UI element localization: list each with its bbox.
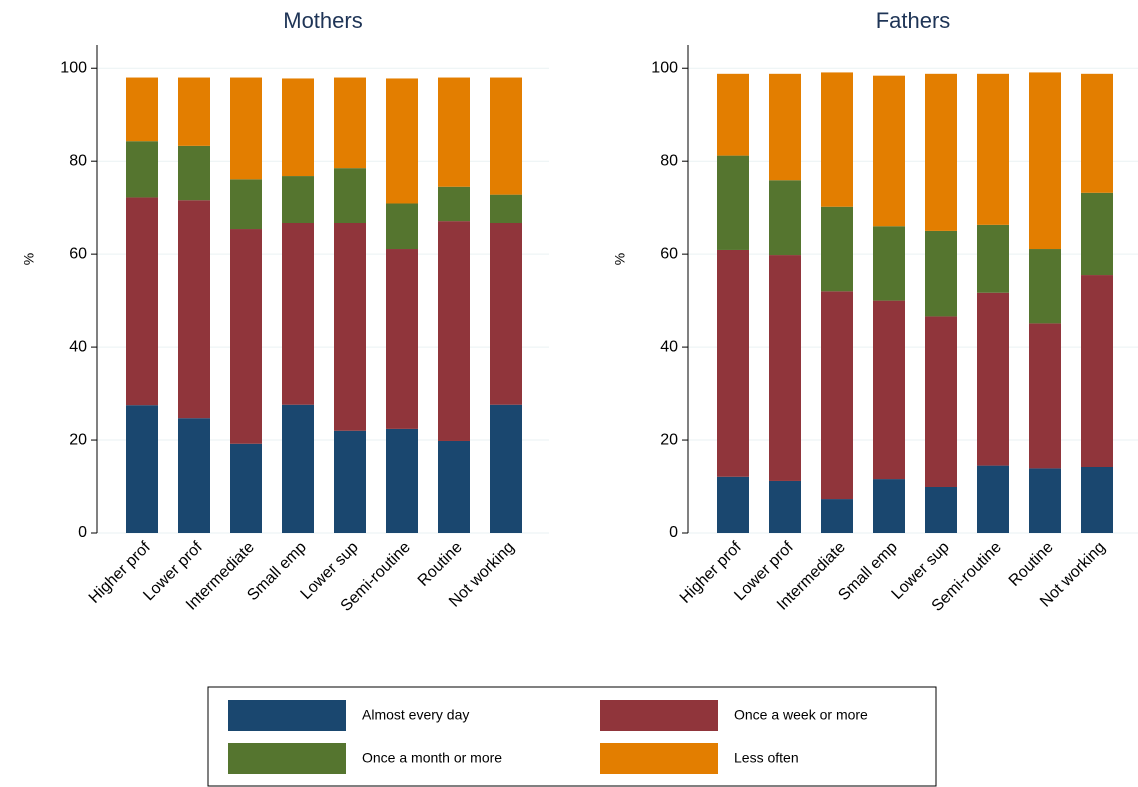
bar-segment	[230, 443, 262, 533]
x-tick-label: Routine	[415, 539, 466, 590]
legend-label: Almost every day	[362, 707, 469, 723]
bar-segment	[282, 78, 314, 177]
bar-segment	[282, 176, 314, 224]
bar-segment	[717, 73, 749, 156]
bar-segment	[178, 145, 210, 201]
bar-segment	[821, 499, 853, 533]
bar-segment	[438, 221, 470, 441]
bar-segment	[1081, 467, 1113, 533]
y-tick-label: 20	[660, 431, 678, 448]
y-tick-label: 60	[660, 245, 678, 262]
bar-segment	[438, 440, 470, 533]
bar-segment	[925, 316, 957, 487]
bar-segment	[1029, 323, 1061, 469]
bar-segment	[126, 77, 158, 142]
bar-segment	[873, 75, 905, 227]
bar-segment	[334, 168, 366, 224]
bar-segment	[386, 428, 418, 533]
y-tick-label: 80	[69, 152, 87, 169]
bar-segment	[282, 223, 314, 405]
bar-segment	[717, 249, 749, 477]
bar-segment	[386, 78, 418, 204]
bar-segment	[230, 77, 262, 180]
bar-segment	[977, 465, 1009, 533]
x-tick-label: Routine	[1006, 539, 1057, 590]
y-axis-label: %	[612, 253, 628, 265]
bar-segment	[1081, 275, 1113, 468]
bar-segment	[126, 405, 158, 533]
bar-segment	[769, 73, 801, 181]
y-tick-label: 100	[60, 59, 87, 76]
y-tick-label: 80	[660, 152, 678, 169]
legend-label: Less often	[734, 750, 799, 766]
legend-swatch	[600, 700, 718, 731]
y-tick-label: 100	[651, 59, 678, 76]
bar-segment	[334, 77, 366, 169]
bar-segment	[230, 229, 262, 444]
bar-segment	[977, 73, 1009, 225]
bar-segment	[925, 73, 957, 231]
bar-segment	[438, 77, 470, 187]
bar-segment	[977, 292, 1009, 466]
bar-segment	[1029, 468, 1061, 533]
bar-segment	[821, 72, 853, 207]
y-tick-label: 60	[69, 245, 87, 262]
bar-segment	[925, 230, 957, 317]
y-tick-label: 40	[69, 338, 87, 355]
bar-segment	[821, 206, 853, 292]
bar-segment	[821, 291, 853, 500]
legend-swatch	[228, 743, 346, 774]
bar-segment	[178, 418, 210, 533]
y-axis-label: %	[21, 253, 37, 265]
bar-segment	[1081, 192, 1113, 276]
bar-segment	[769, 180, 801, 256]
bar-segment	[717, 476, 749, 533]
bar-segment	[873, 300, 905, 480]
y-tick-label: 0	[669, 524, 678, 541]
bar-segment	[769, 255, 801, 481]
bar-segment	[438, 186, 470, 222]
bar-segment	[873, 479, 905, 533]
bar-segment	[769, 480, 801, 533]
chart-title: Mothers	[283, 8, 362, 33]
bar-segment	[334, 223, 366, 431]
y-tick-label: 40	[660, 338, 678, 355]
bar-segment	[490, 223, 522, 405]
legend-swatch	[600, 743, 718, 774]
bar-segment	[386, 203, 418, 250]
bar-segment	[1029, 249, 1061, 324]
bar-segment	[178, 77, 210, 146]
legend-label: Once a month or more	[362, 750, 502, 766]
bar-segment	[230, 179, 262, 230]
bar-segment	[178, 200, 210, 419]
bar-segment	[925, 486, 957, 533]
bar-segment	[282, 404, 314, 533]
y-tick-label: 20	[69, 431, 87, 448]
bar-segment	[977, 224, 1009, 293]
bar-segment	[1081, 73, 1113, 193]
bar-segment	[386, 249, 418, 429]
bar-segment	[717, 155, 749, 250]
chart-title: Fathers	[876, 8, 951, 33]
legend-swatch	[228, 700, 346, 731]
legend-label: Once a week or more	[734, 707, 868, 723]
bar-segment	[334, 430, 366, 533]
bar-segment	[873, 226, 905, 301]
bar-segment	[490, 194, 522, 224]
bar-segment	[490, 77, 522, 195]
bar-segment	[126, 141, 158, 198]
y-tick-label: 0	[78, 524, 87, 541]
bar-segment	[126, 197, 158, 406]
bar-segment	[490, 404, 522, 533]
bar-segment	[1029, 72, 1061, 250]
